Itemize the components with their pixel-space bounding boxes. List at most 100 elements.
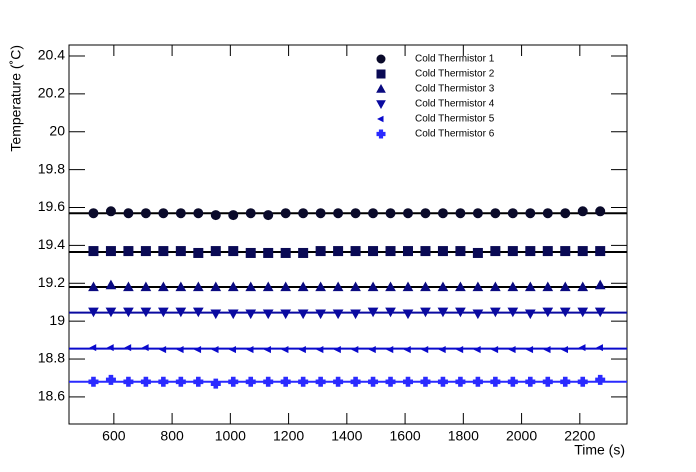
data-point <box>507 281 519 292</box>
legend-label: Cold Thermistor 1 <box>415 54 495 65</box>
data-point <box>123 376 134 387</box>
data-point <box>577 246 588 257</box>
data-point <box>228 210 239 221</box>
data-point <box>595 206 606 217</box>
data-point <box>192 307 204 318</box>
data-point <box>210 246 221 257</box>
x-tick-label: 2000 <box>506 428 537 444</box>
data-point <box>490 307 501 318</box>
data-point <box>437 376 448 387</box>
data-point <box>280 309 292 320</box>
data-point <box>228 346 237 354</box>
data-point <box>158 376 169 387</box>
x-axis-title: Time (s) <box>574 442 625 458</box>
data-point <box>193 208 204 219</box>
data-point <box>210 378 221 389</box>
x-tick-label: 800 <box>160 428 184 444</box>
data-point <box>525 376 536 387</box>
data-point <box>526 346 534 354</box>
data-point <box>350 208 361 219</box>
data-point <box>297 309 309 320</box>
data-point <box>525 208 536 219</box>
data-point <box>367 281 379 292</box>
data-point <box>524 309 536 320</box>
data-point <box>194 346 202 354</box>
data-point <box>123 208 134 219</box>
data-point <box>210 309 222 320</box>
data-point <box>315 281 326 292</box>
data-point <box>176 346 184 354</box>
data-point <box>490 376 501 387</box>
data-point <box>350 376 361 387</box>
data-point <box>333 376 344 387</box>
data-point <box>315 309 326 320</box>
data-point <box>421 346 429 354</box>
legend-marker <box>376 83 386 93</box>
data-point <box>472 281 484 292</box>
x-tick-label: 2200 <box>564 428 595 444</box>
data-point <box>455 208 466 219</box>
data-point <box>403 346 411 354</box>
data-point <box>402 309 414 320</box>
data-point <box>140 246 151 257</box>
data-point <box>332 281 344 292</box>
y-tick-label: 20.2 <box>38 85 65 101</box>
data-point <box>438 346 446 354</box>
data-point <box>315 376 326 387</box>
plot-frame <box>68 44 628 425</box>
data-point <box>420 307 431 318</box>
data-point <box>368 346 376 354</box>
data-point <box>245 309 257 320</box>
data-point <box>193 376 204 387</box>
data-point <box>263 346 271 354</box>
y-tick-label: 19.8 <box>38 160 65 176</box>
data-point <box>158 246 169 257</box>
data-point <box>105 279 117 290</box>
data-point <box>140 208 151 219</box>
data-point <box>333 208 344 219</box>
data-point <box>437 307 449 318</box>
x-tick-label: 1600 <box>390 428 421 444</box>
data-point <box>525 246 536 257</box>
data-point <box>386 346 394 354</box>
data-point <box>227 281 239 292</box>
data-point <box>262 281 274 292</box>
data-point <box>88 208 99 219</box>
data-point <box>106 344 114 352</box>
data-point <box>368 246 379 257</box>
data-point <box>542 307 554 318</box>
data-point <box>490 208 501 219</box>
data-point <box>228 246 239 257</box>
data-point <box>594 279 606 290</box>
data-point <box>368 376 379 387</box>
data-point <box>577 307 589 318</box>
data-point <box>105 206 116 217</box>
y-tick-label: 19.2 <box>38 274 65 290</box>
data-point <box>524 281 536 292</box>
y-tick-label: 20 <box>49 122 65 138</box>
x-tick-label: 1800 <box>448 428 479 444</box>
data-point <box>385 208 396 219</box>
legend-marker <box>376 129 386 139</box>
data-point <box>437 246 448 257</box>
data-point <box>175 246 186 257</box>
data-point <box>333 346 341 354</box>
data-point <box>507 208 518 219</box>
x-tick-label: 1000 <box>215 428 246 444</box>
data-point <box>472 247 483 258</box>
data-point <box>297 281 309 292</box>
data-point <box>560 246 571 257</box>
data-point <box>507 307 519 318</box>
data-point <box>491 346 499 354</box>
legend-label: Cold Thermistor 6 <box>415 129 495 140</box>
data-point <box>420 281 431 292</box>
data-point <box>140 281 152 292</box>
data-point <box>245 376 256 387</box>
data-point <box>420 208 431 219</box>
data-point <box>158 307 169 318</box>
data-point <box>542 281 554 292</box>
data-point <box>385 376 396 387</box>
data-point <box>228 376 239 387</box>
data-point <box>507 246 518 257</box>
